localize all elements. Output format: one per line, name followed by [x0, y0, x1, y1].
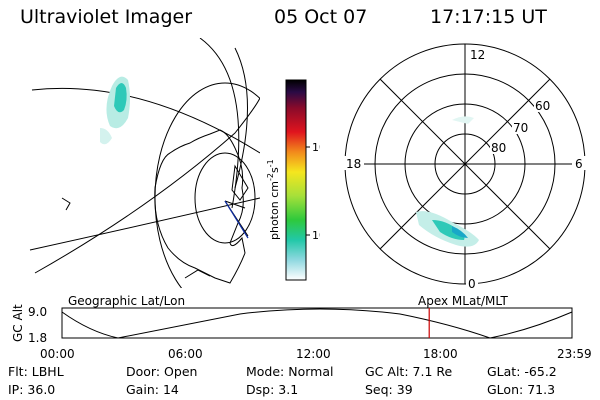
- timeline-tick-2359: 23:59: [557, 347, 592, 361]
- timeline-tick-0600: 06:00: [168, 347, 203, 361]
- terminator-line: [224, 200, 249, 239]
- date-label: 05 Oct 07: [274, 6, 368, 28]
- alt-max-label: 9.0: [28, 305, 47, 319]
- grid-line: [34, 97, 260, 274]
- info-gc-alt: GC Alt: 7.1 Re: [365, 364, 453, 379]
- alt-min-label: 1.8: [28, 331, 47, 345]
- info-glat: GLat: -65.2: [487, 364, 557, 379]
- info-glon: GLon: 71.3: [487, 382, 556, 397]
- colorbar: 100 10 photon cm-2s-1: [266, 79, 320, 281]
- grid-line: [199, 38, 240, 209]
- coastline: [61, 197, 71, 211]
- mlt-label-18: 18: [346, 157, 361, 171]
- info-seq: Seq: 39: [365, 382, 413, 397]
- earth-ring: [194, 152, 256, 244]
- colorbar-unit-label: photon cm-2s-1: [266, 159, 281, 240]
- grid-line: [29, 197, 260, 251]
- label-bg: [468, 48, 484, 62]
- aurora-emission: [100, 76, 130, 145]
- coastline: [231, 164, 249, 201]
- coastline: [154, 129, 246, 284]
- grid-line: [224, 200, 246, 209]
- mlt-diagonal: [379, 78, 551, 250]
- mlt-label-12: 12: [470, 48, 485, 62]
- time-label: 17:17:15 UT: [430, 6, 547, 28]
- label-bg: [512, 120, 532, 134]
- info-mode: Mode: Normal: [246, 364, 334, 379]
- label-bg: [534, 98, 554, 112]
- colorbar-tick-100: 100: [312, 141, 320, 154]
- info-gain: Gain: 14: [126, 382, 179, 397]
- geographic-title: Geographic Lat/Lon: [68, 294, 185, 308]
- altitude-curve: [61, 308, 573, 339]
- alt-axis-label: GC Alt: [11, 304, 25, 342]
- coastline: [184, 269, 211, 279]
- info-flt: Flt: LBHL: [8, 364, 64, 379]
- lat-label-80: 80: [491, 141, 506, 155]
- label-bg: [490, 140, 510, 154]
- lat-label-60: 60: [535, 99, 550, 113]
- timeline-tick-1800: 18:00: [423, 347, 458, 361]
- info-dsp: Dsp: 3.1: [246, 382, 299, 397]
- label-bg: [572, 156, 586, 170]
- grid-line: [31, 87, 260, 154]
- polar-plot: 12 18 6 0 60 70 80: [344, 43, 586, 291]
- info-ip: IP: 36.0: [8, 382, 56, 397]
- altitude-panel: GC Alt 9.0 1.8 Geographic Lat/Lon Apex M…: [11, 294, 592, 361]
- apex-title: Apex MLat/MLT: [418, 294, 508, 308]
- timeline-frame: [61, 307, 573, 339]
- instrument-title: Ultraviolet Imager: [20, 6, 193, 28]
- colorbar-scale: [285, 79, 307, 281]
- lat-label-70: 70: [513, 121, 528, 135]
- geographic-map: [29, 38, 260, 288]
- timeline-tick-1200: 12:00: [296, 347, 331, 361]
- grid-line: [234, 47, 248, 189]
- mlt-label-6: 6: [575, 157, 583, 171]
- label-bg: [466, 276, 478, 290]
- timeline-tick-0000: 00:00: [40, 347, 75, 361]
- colorbar-tick-10: 10: [312, 229, 320, 242]
- aurora-oval: [416, 116, 479, 247]
- mlt-label-0: 0: [468, 277, 476, 291]
- info-door: Door: Open: [126, 364, 198, 379]
- label-bg: [344, 156, 364, 170]
